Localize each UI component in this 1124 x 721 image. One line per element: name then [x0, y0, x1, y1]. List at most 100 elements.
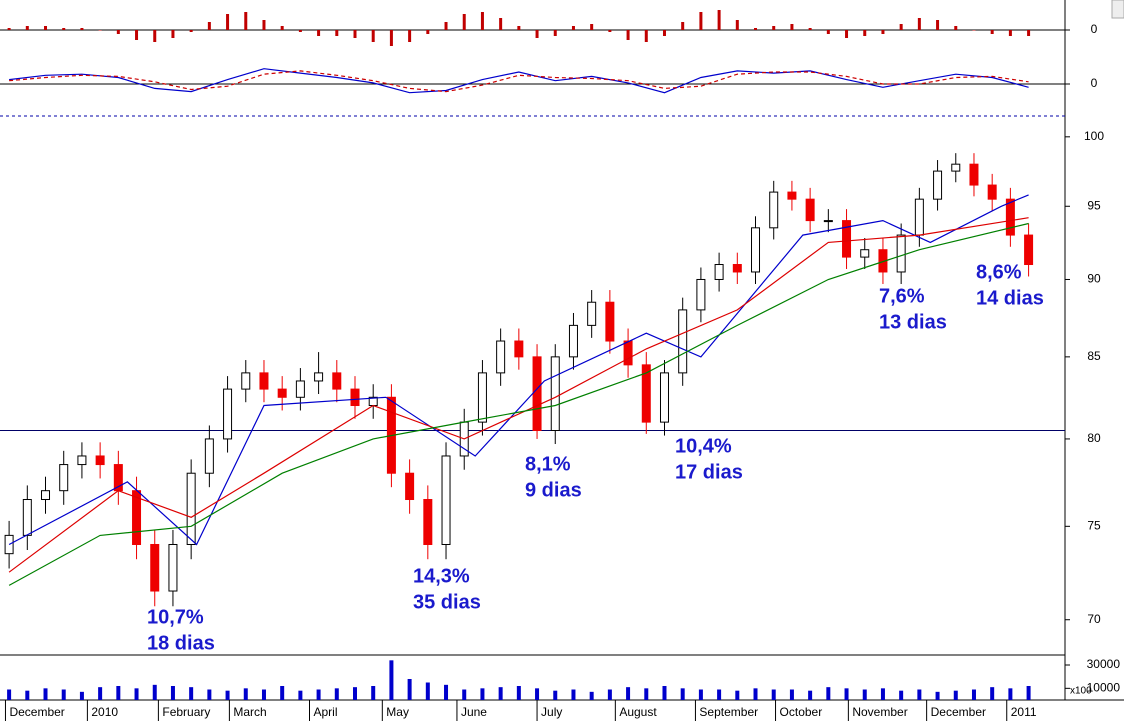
histogram-bar: [772, 26, 776, 30]
volume-bar: [334, 688, 339, 700]
y-tick-label: 95: [1087, 198, 1101, 212]
volume-bar: [116, 686, 121, 700]
x-tick-label: April: [313, 705, 337, 719]
candle-body: [769, 191, 779, 229]
candle-body: [1005, 198, 1015, 236]
y-tick-label: 85: [1087, 349, 1101, 363]
y-tick-label: 70: [1087, 612, 1101, 626]
volume-bar: [662, 686, 667, 700]
y-tick-label: 100: [1084, 129, 1104, 143]
x-tick-label: December: [9, 705, 64, 719]
annotation: 35 dias: [413, 591, 481, 613]
histogram-bar: [535, 30, 539, 38]
candle-body: [823, 220, 833, 223]
annotation: 10,4%: [675, 435, 732, 457]
volume-bar: [1008, 688, 1013, 700]
volume-bar: [316, 689, 321, 700]
histogram-bar: [116, 30, 120, 34]
candle-body: [751, 227, 761, 273]
volume-bar: [971, 689, 976, 700]
volume-bar: [79, 691, 84, 700]
candle-body: [605, 301, 615, 342]
x-tick-label: September: [699, 705, 758, 719]
histogram-bar: [244, 12, 248, 30]
candle-body: [896, 234, 906, 273]
candle-body: [204, 438, 214, 474]
candle-body: [951, 163, 961, 172]
volume-bar: [7, 689, 12, 700]
histogram-bar: [207, 22, 211, 30]
x-tick-label: February: [162, 705, 210, 719]
volume-bar: [170, 686, 175, 700]
annotation: 10,7%: [147, 606, 204, 628]
histogram-bar: [954, 26, 958, 30]
volume-bar: [553, 690, 558, 700]
histogram-bar: [98, 30, 102, 31]
volume-bar: [243, 688, 248, 700]
candle-body: [514, 340, 524, 358]
candle-body: [150, 543, 160, 592]
volume-bar: [462, 689, 467, 700]
y-tick-label: 75: [1087, 518, 1101, 532]
histogram-bar: [553, 30, 557, 36]
y-tick-label: 30000: [1087, 657, 1121, 671]
candle-body: [969, 163, 979, 186]
volume-bar: [207, 689, 212, 700]
volume-bar: [61, 689, 66, 700]
volume-bar: [152, 684, 157, 700]
y-tick-label: 80: [1087, 431, 1101, 445]
candle-body: [732, 264, 742, 273]
histogram-bar: [917, 18, 921, 30]
volume-bar: [826, 687, 831, 700]
series-line: [8, 222, 1029, 586]
histogram-bar: [517, 26, 521, 30]
volume-bar: [280, 686, 285, 700]
volume-bar: [353, 687, 357, 700]
volume-bar: [25, 690, 30, 700]
candle-body: [496, 340, 506, 374]
histogram-bar: [226, 14, 230, 30]
candle-body: [532, 356, 542, 432]
scroll-control[interactable]: [1111, 0, 1124, 19]
candle-body: [41, 490, 51, 501]
histogram-bar: [717, 10, 721, 30]
histogram-bar: [317, 30, 321, 36]
x-tick-label: October: [780, 705, 823, 719]
volume-bar: [407, 679, 412, 700]
candle-body: [550, 356, 560, 432]
candle-body: [696, 278, 706, 311]
y-unit-label: x100: [1070, 686, 1092, 697]
volume-bar: [735, 690, 740, 700]
volume-bar: [844, 688, 849, 700]
annotation: 14,3%: [413, 565, 470, 587]
annotation: 8,1%: [525, 453, 571, 475]
histogram-bar: [135, 30, 139, 40]
histogram-bar: [699, 12, 703, 30]
histogram-bar: [644, 30, 648, 42]
volume-bar: [43, 688, 48, 700]
volume-bar: [298, 690, 303, 700]
volume-bar: [753, 688, 758, 700]
histogram-bar: [335, 30, 339, 36]
candle-body: [223, 388, 233, 440]
volume-bar: [771, 689, 776, 700]
volume-bar: [698, 689, 703, 700]
volume-bar: [607, 689, 612, 700]
candle-body: [168, 543, 178, 592]
volume-bar: [990, 687, 995, 700]
histogram-bar: [972, 30, 976, 31]
series-line: [8, 194, 1029, 546]
x-tick-label: July: [541, 705, 562, 719]
annotation: 9 dias: [525, 479, 582, 501]
histogram-bar: [171, 30, 175, 38]
annotation: 18 dias: [147, 632, 215, 654]
histogram-bar: [990, 30, 994, 34]
candle-body: [842, 220, 852, 258]
histogram-bar: [899, 24, 903, 30]
x-tick-label: November: [852, 705, 907, 719]
volume-bar: [935, 691, 940, 700]
histogram-bar: [298, 30, 302, 32]
x-tick-label: August: [619, 705, 657, 719]
histogram-bar: [790, 24, 794, 30]
histogram-bar: [1008, 30, 1012, 36]
